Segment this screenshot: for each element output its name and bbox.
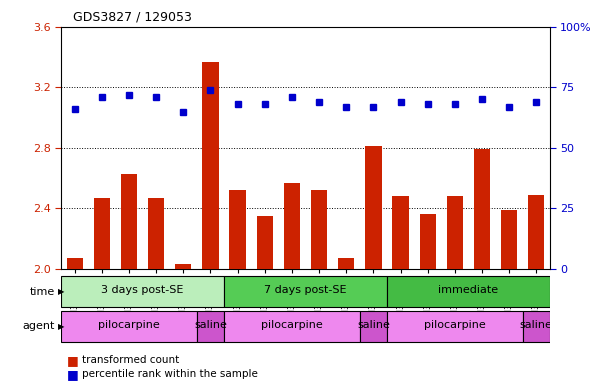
Bar bbox=[365, 146, 381, 269]
Bar bbox=[67, 258, 83, 269]
Bar bbox=[311, 190, 327, 269]
Bar bbox=[230, 190, 246, 269]
Text: saline: saline bbox=[357, 319, 390, 330]
Bar bbox=[447, 196, 463, 269]
Text: ■: ■ bbox=[67, 368, 79, 381]
Text: saline: saline bbox=[520, 319, 553, 330]
Text: transformed count: transformed count bbox=[82, 355, 180, 365]
Text: percentile rank within the sample: percentile rank within the sample bbox=[82, 369, 258, 379]
Bar bbox=[474, 149, 490, 269]
Bar bbox=[387, 276, 550, 307]
Bar bbox=[93, 198, 110, 269]
Bar bbox=[121, 174, 137, 269]
Text: ▶: ▶ bbox=[58, 287, 65, 296]
Bar bbox=[392, 196, 409, 269]
Bar bbox=[224, 276, 387, 307]
Bar bbox=[257, 216, 273, 269]
Bar bbox=[360, 311, 387, 342]
Bar bbox=[420, 214, 436, 269]
Bar bbox=[202, 62, 219, 269]
Bar bbox=[61, 311, 197, 342]
Bar bbox=[528, 195, 544, 269]
Bar bbox=[197, 311, 224, 342]
Bar bbox=[501, 210, 518, 269]
Text: immediate: immediate bbox=[438, 285, 499, 295]
Text: pilocarpine: pilocarpine bbox=[424, 319, 486, 330]
Bar bbox=[148, 198, 164, 269]
Bar bbox=[338, 258, 354, 269]
Bar bbox=[387, 311, 523, 342]
Text: GDS3827 / 129053: GDS3827 / 129053 bbox=[73, 10, 192, 23]
Text: ■: ■ bbox=[67, 354, 79, 367]
Text: 7 days post-SE: 7 days post-SE bbox=[264, 285, 347, 295]
Text: saline: saline bbox=[194, 319, 227, 330]
Text: time: time bbox=[30, 287, 55, 297]
Text: agent: agent bbox=[23, 321, 55, 331]
Bar bbox=[175, 264, 191, 269]
Text: pilocarpine: pilocarpine bbox=[98, 319, 160, 330]
Text: ▶: ▶ bbox=[58, 322, 65, 331]
Bar bbox=[284, 183, 300, 269]
Text: pilocarpine: pilocarpine bbox=[261, 319, 323, 330]
Bar bbox=[523, 311, 550, 342]
Text: 3 days post-SE: 3 days post-SE bbox=[101, 285, 184, 295]
Bar bbox=[224, 311, 360, 342]
Bar bbox=[61, 276, 224, 307]
